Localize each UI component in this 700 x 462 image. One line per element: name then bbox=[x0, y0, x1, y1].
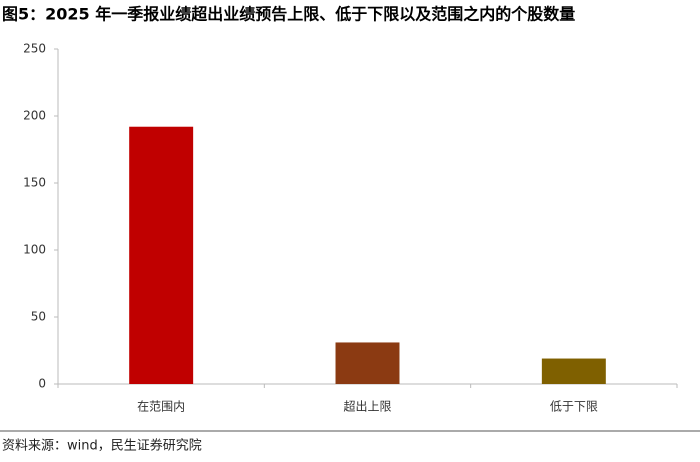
y-tick-label: 200 bbox=[23, 109, 46, 123]
x-tick-label: 低于下限 bbox=[550, 400, 598, 414]
y-tick-label: 150 bbox=[23, 176, 46, 190]
x-tick-label: 在范围内 bbox=[137, 400, 185, 414]
source-note: 资料来源：wind，民生证券研究院 bbox=[2, 438, 202, 454]
x-tick-label: 超出上限 bbox=[343, 399, 391, 414]
y-tick-label: 100 bbox=[23, 243, 46, 257]
bar bbox=[335, 342, 400, 384]
y-tick-label: 0 bbox=[38, 377, 46, 391]
y-tick-label: 50 bbox=[31, 310, 46, 324]
chart-title: 图5：2025 年一季报业绩超出业绩预告上限、低于下限以及范围之内的个股数量 bbox=[2, 5, 575, 24]
bar bbox=[129, 126, 194, 384]
y-tick-label: 250 bbox=[23, 42, 46, 56]
bar bbox=[541, 358, 606, 384]
